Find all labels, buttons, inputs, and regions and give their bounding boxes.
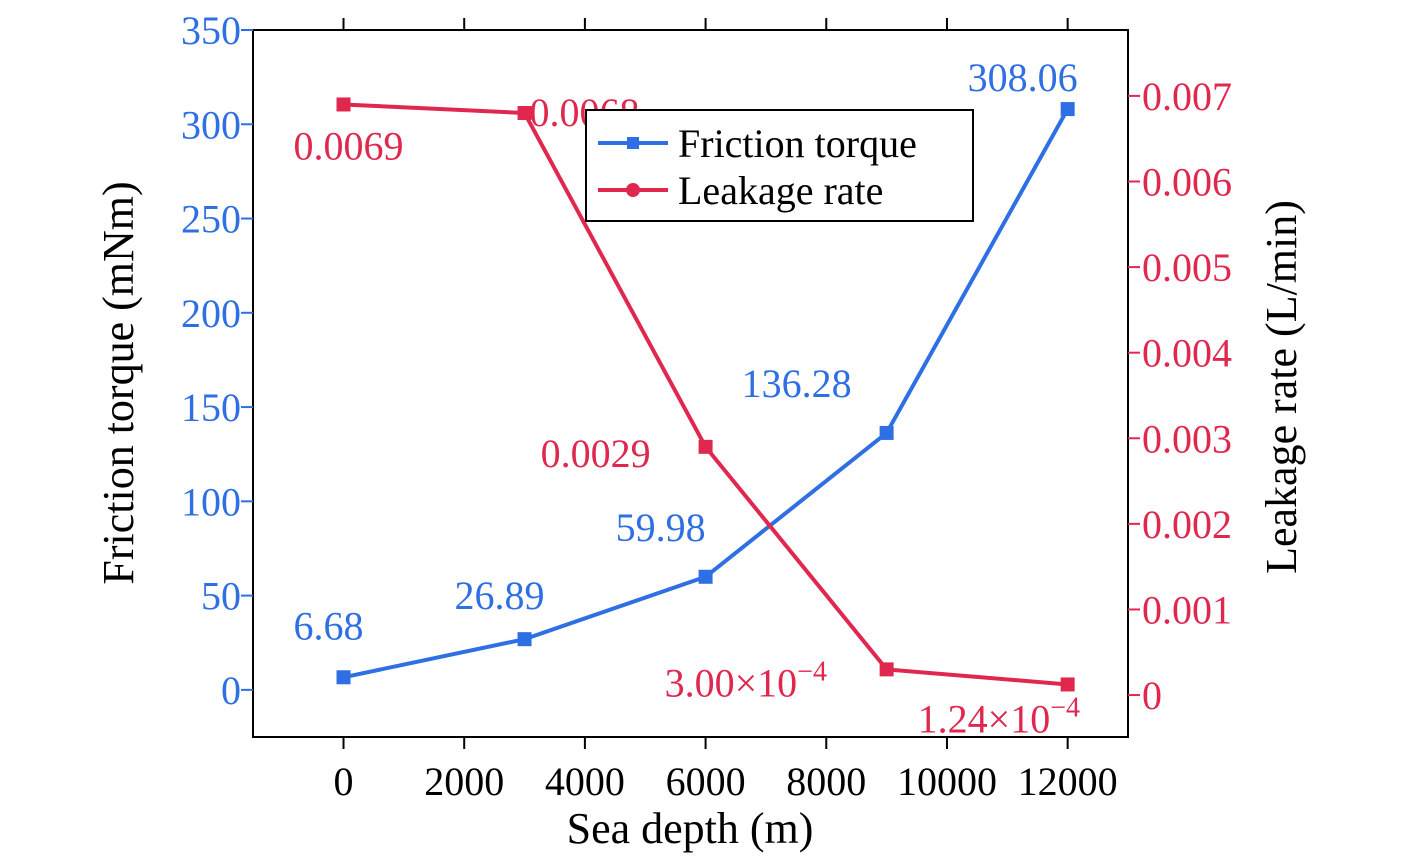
y-right-tick-label-4: 0.004 [1142, 331, 1232, 376]
series-1-label-2: 0.0029 [541, 431, 651, 476]
series-0-label-2: 59.98 [616, 505, 706, 550]
series-0-point-3 [879, 425, 894, 440]
series-1-point-4 [1060, 677, 1075, 692]
x-tick-label-6: 12000 [1018, 759, 1118, 804]
legend-marker-friction [627, 137, 639, 149]
legend-marker-leakage [626, 183, 640, 197]
y-left-tick-label-7: 350 [181, 8, 241, 53]
y-right-tick-label-5: 0.005 [1142, 245, 1232, 290]
y-left-tick-label-3: 150 [181, 385, 241, 430]
y-right-tick-label-6: 0.006 [1142, 160, 1232, 205]
ticks: 0 2000 4000 6000 8000 10000 12000 0 50 100 150 200 2… [181, 8, 1232, 804]
x-tick-label-1: 2000 [424, 759, 504, 804]
series-1-point-2 [698, 439, 713, 454]
x-tick-label-2: 4000 [545, 759, 625, 804]
series-1-point-3 [879, 662, 894, 677]
series-1-label-4: 1.24×10−4 [918, 692, 1080, 741]
legend-box [585, 109, 974, 222]
y-right-tick-label-2: 0.002 [1142, 502, 1232, 547]
y-left-tick-label-5: 250 [181, 197, 241, 242]
y-left-tick-label-0: 0 [221, 668, 241, 713]
y-right-tick-label-1: 0.001 [1142, 587, 1232, 632]
series-0-label-3: 136.28 [742, 361, 852, 406]
series-0-label-4: 308.06 [968, 55, 1078, 100]
y-left-tick-label-4: 200 [181, 291, 241, 336]
x-tick-label-0: 0 [334, 759, 354, 804]
series-1-point-0 [336, 97, 351, 112]
y-left-tick-label-2: 100 [181, 479, 241, 524]
x-tick-label-4: 8000 [786, 759, 866, 804]
series-0-label-0: 6.68 [294, 603, 364, 648]
series-1-label-3-exponent: −4 [797, 656, 827, 687]
y-right-tick-label-7: 0.007 [1142, 74, 1232, 119]
legend-label-friction: Friction torque [678, 121, 917, 166]
x-tick-label-5: 10000 [897, 759, 997, 804]
y-left-tick-label-1: 50 [201, 574, 241, 619]
legend-label-leakage: Leakage rate [678, 168, 883, 213]
y-right-tick-label-3: 0.003 [1142, 416, 1232, 461]
series-0-point-2 [698, 569, 713, 584]
series-0-point-1 [517, 632, 532, 647]
y-left-tick-label-6: 300 [181, 102, 241, 147]
series-1-label-4-exponent: −4 [1050, 692, 1080, 723]
series-0-point-0 [336, 670, 351, 685]
y-right-tick-label-0: 0 [1142, 673, 1162, 718]
right-axis-title: Leakage rate (L/min) [1257, 200, 1306, 574]
series-1-label-0: 0.0069 [294, 123, 404, 168]
series-0-label-1: 26.89 [455, 573, 545, 618]
plot-frame [252, 29, 1129, 738]
legend: Friction torque Leakage rate [585, 109, 974, 222]
x-tick-label-3: 6000 [666, 759, 746, 804]
series-0-point-4 [1060, 102, 1075, 117]
series-1-label-3: 3.00×10−4 [665, 656, 827, 705]
series-layer [336, 97, 1075, 692]
x-axis-title: Sea depth (m) [567, 804, 814, 853]
series-1-point-1 [517, 106, 532, 121]
left-axis-title: Friction torque (mNm) [94, 181, 143, 584]
